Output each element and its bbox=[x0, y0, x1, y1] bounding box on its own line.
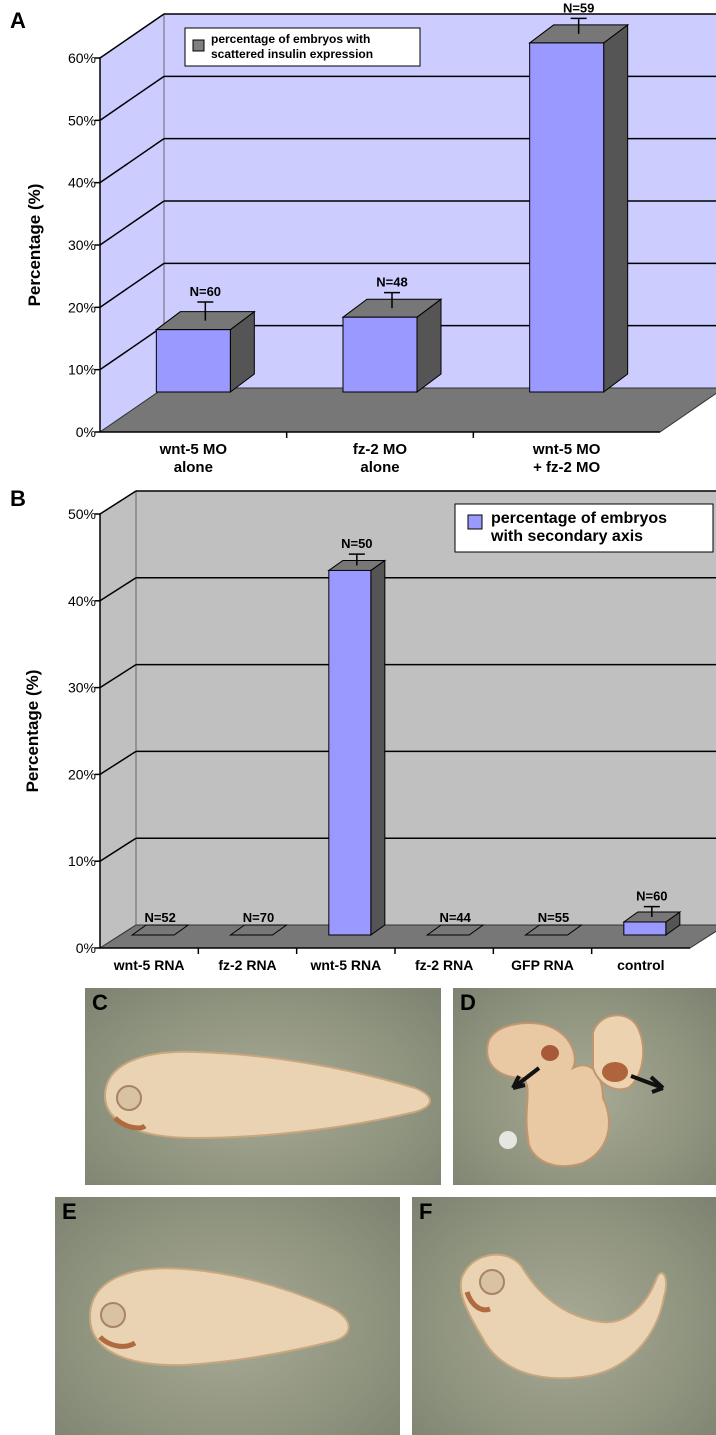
gridline-diagonal bbox=[99, 577, 137, 602]
y-tick-label: 30% bbox=[68, 237, 96, 253]
gridline-diagonal bbox=[99, 325, 165, 371]
n-label: N=52 bbox=[144, 910, 175, 925]
gridline-diagonal bbox=[99, 262, 165, 308]
embryo-f-image bbox=[459, 1253, 668, 1380]
y-tick-label: 0% bbox=[76, 424, 96, 440]
y-tick-label: 50% bbox=[68, 506, 96, 522]
photo-label-d: D bbox=[460, 990, 476, 1015]
embryo-photo-e: E bbox=[55, 1197, 400, 1435]
y-tick-label: 0% bbox=[76, 940, 96, 956]
x-tick-label: wnt-5 MO bbox=[159, 441, 228, 458]
bar bbox=[328, 569, 372, 936]
gridline-diagonal bbox=[99, 200, 165, 246]
photo-label-f: F bbox=[419, 1199, 433, 1224]
x-tick-label: control bbox=[617, 957, 664, 973]
x-tick-label: fz-2 MO bbox=[353, 441, 407, 458]
legend-swatch bbox=[192, 39, 205, 52]
embryo-d-image bbox=[486, 1014, 665, 1168]
legend-label: with secondary axis bbox=[490, 528, 643, 545]
gridline-diagonal bbox=[99, 490, 137, 515]
bar bbox=[228, 924, 289, 936]
gridline-diagonal bbox=[99, 837, 137, 862]
bar bbox=[623, 921, 667, 936]
y-tick-label: 60% bbox=[68, 50, 96, 66]
chart-a: 0% 10% 20% 30% 40% 50% 60% Percentage (%) wnt-5 … bbox=[25, 0, 716, 476]
x-tick-label: alone bbox=[360, 459, 399, 476]
y-tick-label: 10% bbox=[68, 853, 96, 869]
n-label: N=50 bbox=[341, 536, 372, 551]
embryo-photo-f: F bbox=[412, 1197, 716, 1435]
bar bbox=[155, 329, 231, 393]
bar bbox=[523, 924, 584, 936]
x-tick-label: embryos bbox=[612, 975, 671, 977]
bar-side bbox=[370, 559, 386, 936]
bar-side bbox=[603, 23, 629, 393]
legend-label: percentage of embryos with bbox=[211, 32, 370, 46]
embryo-c-image bbox=[103, 1050, 431, 1140]
y-axis-label: Percentage (%) bbox=[25, 184, 44, 307]
y-tick-label: 30% bbox=[68, 680, 96, 696]
chart-floor bbox=[98, 387, 716, 433]
y-tick-label: 40% bbox=[68, 593, 96, 609]
legend-label: scattered insulin expression bbox=[211, 47, 373, 61]
gridline-diagonal bbox=[99, 663, 137, 689]
x-tick-label: wnt-5 MO bbox=[532, 441, 601, 458]
y-tick-label: 20% bbox=[68, 299, 96, 315]
bar bbox=[342, 316, 418, 393]
gridline-diagonal bbox=[99, 75, 165, 121]
legend-box bbox=[454, 503, 714, 553]
embryo-photo-c: C bbox=[85, 988, 441, 1185]
back-wall bbox=[135, 490, 716, 926]
n-label: N=70 bbox=[243, 910, 274, 925]
embryo-photo-d: D bbox=[453, 988, 716, 1185]
y-tick-label: 20% bbox=[68, 766, 96, 782]
embryo-e-image bbox=[88, 1267, 350, 1367]
x-tick-label: GFP RNA bbox=[511, 957, 574, 973]
x-tick-label: + fz-2 RNA bbox=[311, 975, 381, 977]
bar bbox=[425, 924, 485, 936]
chart-b: 0% 10% 20% 30% 40% 50% Percentage (%) wnt-5 RNA… bbox=[23, 490, 716, 977]
n-label: N=60 bbox=[190, 284, 221, 299]
x-tick-label: fz-2 RNA bbox=[415, 957, 473, 973]
x-tick-label: + fz-2 MO bbox=[533, 459, 600, 476]
gridline-diagonal bbox=[99, 138, 165, 184]
n-label: N=59 bbox=[563, 0, 594, 15]
y-axis-label: Percentage (%) bbox=[23, 670, 42, 793]
n-label: N=60 bbox=[636, 889, 667, 904]
n-label: N=55 bbox=[538, 910, 569, 925]
x-tick-label: alone bbox=[229, 975, 266, 977]
bar bbox=[529, 42, 605, 393]
y-tick-label: 50% bbox=[68, 112, 96, 128]
x-tick-label: fz-2 RNA bbox=[218, 957, 276, 973]
photo-label-c: C bbox=[92, 990, 108, 1015]
x-tick-label: wnt-5 RNA bbox=[113, 957, 185, 973]
panel-label-a: A bbox=[10, 8, 26, 33]
n-label: N=44 bbox=[439, 910, 471, 925]
x-tick-label: alone bbox=[174, 459, 213, 476]
n-label: N=48 bbox=[376, 275, 407, 290]
photo-label-e: E bbox=[62, 1199, 77, 1224]
x-tick-label: wnt-5 RNA bbox=[309, 957, 381, 973]
x-tick-label: + GFP RNA bbox=[407, 975, 482, 977]
legend-label: percentage of embryos bbox=[491, 510, 667, 527]
x-tick-label: alone bbox=[524, 975, 561, 977]
y-tick-label: 40% bbox=[68, 175, 96, 191]
x-tick-label: alone bbox=[131, 975, 168, 977]
bar bbox=[130, 924, 190, 936]
y-tick-label: 10% bbox=[68, 362, 96, 378]
panel-label-b: B bbox=[10, 486, 26, 511]
gridline-diagonal bbox=[99, 13, 165, 59]
legend-swatch bbox=[467, 514, 483, 530]
gridline-diagonal bbox=[99, 750, 137, 776]
legend-box bbox=[184, 27, 421, 67]
side-wall bbox=[99, 490, 137, 949]
